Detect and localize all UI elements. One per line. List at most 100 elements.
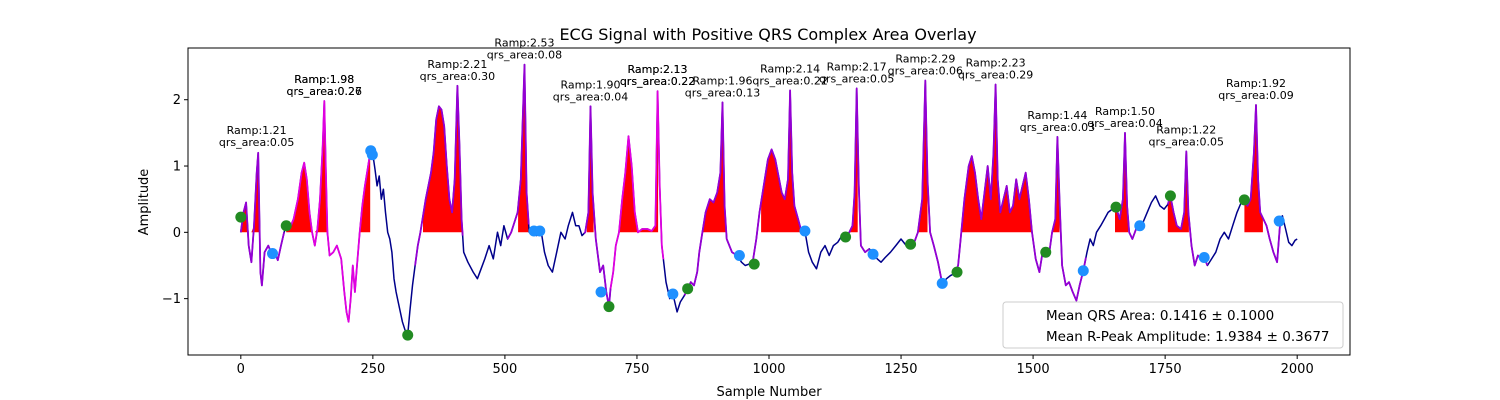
x-tick-label: 1250 — [884, 362, 917, 377]
x-tick-label: 1750 — [1149, 362, 1182, 377]
annotation-qrs-area-label: qrs_area:0.05 — [819, 72, 894, 85]
annotation-ramp-label: Ramp:2.53 — [494, 37, 554, 50]
x-tick-label: 1000 — [752, 362, 785, 377]
plot-area: Ramp:1.21qrs_area:0.05Ramp:1.98qrs_area:… — [219, 37, 1298, 341]
offset-marker — [402, 329, 414, 341]
annotation-ramp-label: Ramp:1.96 — [692, 74, 752, 87]
annotation-qrs-area-label: qrs_area:0.09 — [1218, 89, 1293, 102]
onset-marker — [936, 277, 948, 289]
annotation-ramp-label: Ramp:1.92 — [1226, 77, 1286, 90]
qrs-area-fill — [848, 88, 858, 233]
qrs-area-fill — [618, 91, 659, 233]
legend-entry-qrs-area: Mean QRS Area: 0.1416 ± 0.1000 — [1046, 308, 1274, 324]
peak-markers — [235, 145, 1285, 341]
legend-box — [1002, 301, 1344, 349]
annotation-qrs-area-label: qrs_area:0.08 — [487, 49, 562, 62]
annotation-ramp-label: Ramp:1.98 — [294, 73, 354, 86]
onset-marker — [267, 248, 279, 260]
x-tick-label: 500 — [492, 362, 517, 377]
y-tick-label: 1 — [173, 160, 181, 175]
onset-marker — [534, 225, 546, 237]
annotation-qrs-area-label: qrs_area:0.13 — [685, 86, 760, 99]
annotation-qrs-area-label: qrs_area:0.29 — [958, 68, 1033, 81]
annotation-qrs-area-label: qrs_area:0.03 — [1020, 121, 1095, 134]
qrs-segment-path — [285, 100, 372, 323]
qrs-segment-path — [1243, 104, 1283, 264]
offset-marker — [603, 301, 615, 313]
annotation-qrs-area-label: qrs_area:0.26 — [287, 85, 362, 98]
annotation-ramp-label: Ramp:2.13 — [628, 63, 688, 76]
onset-marker — [667, 288, 679, 300]
onset-marker — [1077, 265, 1089, 277]
x-tick-label: 750 — [625, 362, 650, 377]
offset-marker — [1040, 246, 1052, 258]
qrs-segment-path — [1043, 136, 1087, 302]
annotation-ramp-label: Ramp:2.13 — [628, 63, 688, 76]
y-tick-label: −1 — [162, 292, 181, 307]
y-tick-label: 2 — [173, 93, 181, 108]
x-tick-label: 0 — [237, 362, 245, 377]
offset-marker — [1238, 194, 1250, 206]
annotation-ramp-label: Ramp:1.22 — [1156, 123, 1216, 136]
qrs-area-fill — [586, 106, 594, 233]
annotation-ramp-label: Ramp:2.21 — [427, 58, 487, 71]
qrs-segment-path — [1112, 132, 1140, 240]
offset-marker — [748, 258, 760, 270]
x-tick-label: 2000 — [1281, 362, 1314, 377]
legend-entry-r-peak: Mean R-Peak Amplitude: 1.9384 ± 0.3677 — [1046, 329, 1330, 345]
x-axis-ticks: 0 250 500 750 1000 1250 1500 1750 2000 — [237, 355, 1314, 377]
y-axis-label: Amplitude — [137, 169, 152, 236]
offset-marker — [1164, 190, 1176, 202]
qrs-segment-path — [414, 84, 464, 266]
qrs-segment-path — [752, 89, 806, 260]
onset-marker — [733, 250, 745, 262]
offset-marker — [682, 283, 694, 295]
qrs-segment-path — [506, 63, 530, 240]
annotation-qrs-area-label: qrs_area:0.05 — [219, 136, 294, 149]
qrs-area-fill — [286, 101, 371, 233]
annotation-ramp-label: Ramp:2.29 — [895, 52, 955, 65]
annotation-qrs-area-label: qrs_area:0.27 — [287, 85, 362, 98]
annotation-ramp-label: Ramp:1.44 — [1027, 109, 1087, 122]
annotation-qrs-area-label: qrs_area:0.04 — [553, 90, 628, 103]
qrs-segment-path — [844, 87, 870, 254]
annotation-qrs-area-label: qrs_area:0.30 — [420, 70, 495, 83]
offset-marker — [840, 231, 852, 243]
annotation-ramp-label: Ramp:2.23 — [966, 56, 1026, 69]
annotation-ramp-label: Ramp:1.98 — [294, 73, 354, 86]
x-axis-label: Sample Number — [716, 385, 822, 400]
annotation-qrs-area-label: qrs_area:0.22 — [752, 74, 827, 87]
annotation-qrs-area-label: qrs_area:0.22 — [620, 75, 695, 88]
chart-title: ECG Signal with Positive QRS Complex Are… — [559, 25, 976, 44]
onset-marker — [1273, 215, 1285, 227]
annotation-qrs-area-label: qrs_area:0.06 — [888, 64, 963, 77]
y-axis-ticks: −1 0 1 2 — [162, 93, 188, 307]
legend: Mean QRS Area: 0.1416 ± 0.1000 Mean R-Pe… — [1002, 301, 1344, 349]
offset-marker — [280, 220, 292, 232]
onset-marker — [1198, 252, 1210, 264]
qrs-segment-path — [609, 90, 665, 289]
annotation-ramp-label: Ramp:2.14 — [760, 62, 820, 75]
qrs-area-fill — [240, 152, 273, 233]
onset-marker — [1134, 220, 1146, 232]
qrs-segment-path — [954, 83, 1044, 274]
offset-marker — [951, 266, 963, 278]
annotation-ramp-label: Ramp:2.17 — [827, 60, 887, 73]
y-tick-label: 0 — [173, 226, 181, 241]
onset-marker — [366, 149, 378, 161]
offset-marker — [905, 238, 917, 250]
annotation-qrs-area-label: qrs_area:0.04 — [1087, 117, 1162, 130]
offset-marker — [1110, 201, 1122, 213]
x-tick-label: 1500 — [1017, 362, 1050, 377]
annotation-ramp-label: Ramp:1.21 — [227, 124, 287, 137]
peak-annotations: Ramp:1.21qrs_area:0.05Ramp:1.98qrs_area:… — [219, 37, 1294, 150]
annotation-qrs-area-label: qrs_area:0.22 — [620, 75, 695, 88]
onset-marker — [867, 248, 879, 260]
annotation-ramp-label: Ramp:1.50 — [1095, 105, 1155, 118]
onset-marker — [595, 286, 607, 298]
onset-marker — [799, 225, 811, 237]
qrs-segment-path — [583, 105, 612, 308]
x-tick-label: 250 — [360, 362, 385, 377]
annotation-ramp-label: Ramp:1.90 — [560, 78, 620, 91]
